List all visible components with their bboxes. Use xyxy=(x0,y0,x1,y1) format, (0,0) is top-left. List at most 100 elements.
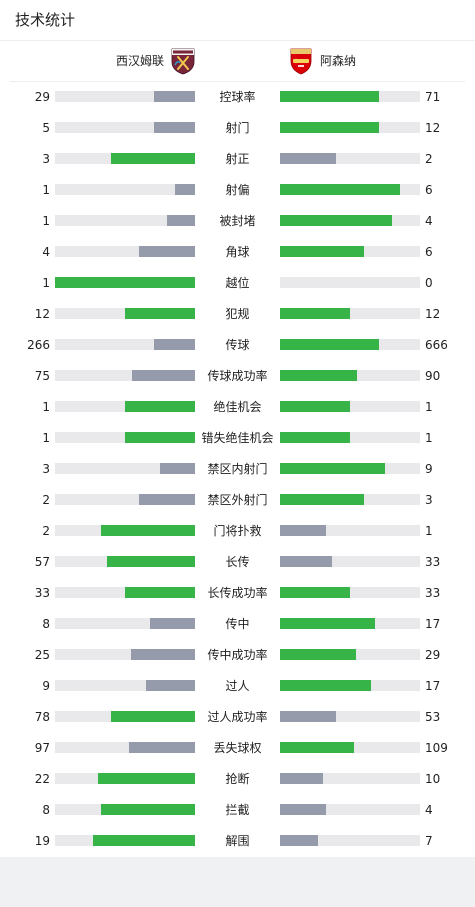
home-bar-track xyxy=(55,587,195,598)
stat-label: 门将扑救 xyxy=(213,524,262,538)
away-bar-track xyxy=(280,463,420,474)
away-bar-fill xyxy=(280,649,356,660)
away-value: 109 xyxy=(425,741,448,755)
home-bar-track xyxy=(55,494,195,505)
stat-label: 绝佳机会 xyxy=(213,400,262,414)
home-value: 33 xyxy=(34,586,50,600)
stat-label: 越位 xyxy=(225,276,250,290)
home-value: 2 xyxy=(42,524,50,538)
stat-row: 4 角球 6 xyxy=(0,237,475,268)
home-bar-fill xyxy=(125,308,195,319)
home-value: 57 xyxy=(34,555,50,569)
home-bar-fill xyxy=(160,463,195,474)
away-bar-track xyxy=(280,525,420,536)
home-value: 78 xyxy=(34,710,50,724)
away-bar-fill xyxy=(280,432,350,443)
away-value: 10 xyxy=(425,772,441,786)
home-bar-fill xyxy=(129,742,195,753)
home-bar-fill xyxy=(131,649,195,660)
away-value: 3 xyxy=(425,493,433,507)
stat-label: 过人 xyxy=(225,679,250,693)
home-bar-fill xyxy=(101,525,195,536)
home-value: 1 xyxy=(42,276,50,290)
home-bar-fill xyxy=(101,804,195,815)
home-bar-fill xyxy=(154,339,195,350)
stat-row: 3 禁区内射门 9 xyxy=(0,454,475,485)
title-bar: 技术统计 xyxy=(0,0,475,41)
stat-row: 25 传中成功率 29 xyxy=(0,640,475,671)
away-value: 4 xyxy=(425,214,433,228)
stat-label: 射正 xyxy=(225,152,250,166)
stat-row: 19 解围 7 xyxy=(0,826,475,857)
away-value: 1 xyxy=(425,400,433,414)
home-value: 3 xyxy=(42,462,50,476)
stat-label: 长传 xyxy=(225,555,250,569)
away-bar-track xyxy=(280,432,420,443)
home-bar-track xyxy=(55,525,195,536)
away-value: 6 xyxy=(425,183,433,197)
home-bar-fill xyxy=(111,153,195,164)
stat-row: 22 抢断 10 xyxy=(0,764,475,795)
stat-label: 传中 xyxy=(225,617,250,631)
away-value: 17 xyxy=(425,679,441,693)
away-team[interactable]: 阿森纳 xyxy=(288,41,468,81)
stat-label: 抢断 xyxy=(225,772,250,786)
home-bar-track xyxy=(55,215,195,226)
away-bar-fill xyxy=(280,525,326,536)
home-bar-track xyxy=(55,153,195,164)
stat-row: 12 犯规 12 xyxy=(0,299,475,330)
away-value: 0 xyxy=(425,276,433,290)
away-value: 33 xyxy=(425,555,441,569)
arsenal-crest-icon xyxy=(290,48,312,75)
home-value: 75 xyxy=(34,369,50,383)
away-value: 6 xyxy=(425,245,433,259)
home-team-name: 西汉姆联 xyxy=(115,54,164,68)
home-team[interactable]: 西汉姆联 xyxy=(10,41,196,81)
home-bar-track xyxy=(55,804,195,815)
stat-row: 57 长传 33 xyxy=(0,547,475,578)
home-bar-track xyxy=(55,401,195,412)
away-bar-track xyxy=(280,587,420,598)
away-bar-fill xyxy=(280,215,392,226)
away-bar-fill xyxy=(280,835,318,846)
home-bar-track xyxy=(55,246,195,257)
home-bar-fill xyxy=(132,370,195,381)
away-bar-track xyxy=(280,215,420,226)
away-value: 666 xyxy=(425,338,448,352)
stat-label: 禁区内射门 xyxy=(207,462,268,476)
stat-row: 9 过人 17 xyxy=(0,671,475,702)
away-bar-track xyxy=(280,742,420,753)
home-value: 8 xyxy=(42,617,50,631)
away-value: 90 xyxy=(425,369,441,383)
stat-label: 禁区外射门 xyxy=(207,493,268,507)
away-value: 53 xyxy=(425,710,441,724)
stat-label: 解围 xyxy=(225,834,250,848)
home-bar-fill xyxy=(98,773,195,784)
home-bar-fill xyxy=(125,432,195,443)
away-value: 29 xyxy=(425,648,441,662)
stats-list: 29 控球率 71 5 射门 12 3 射正 2 1 射偏 6 1 被封堵 4 4 角球 6 1 越位 0 12 犯规 12 2… xyxy=(0,82,475,857)
stat-row: 1 越位 0 xyxy=(0,268,475,299)
home-bar-fill xyxy=(107,556,195,567)
stat-label: 射偏 xyxy=(225,183,250,197)
away-bar-fill xyxy=(280,246,364,257)
stat-row: 78 过人成功率 53 xyxy=(0,702,475,733)
home-value: 1 xyxy=(42,400,50,414)
away-bar-fill xyxy=(280,804,326,815)
away-bar-fill xyxy=(280,773,323,784)
stat-row: 2 门将扑救 1 xyxy=(0,516,475,547)
away-bar-track xyxy=(280,401,420,412)
away-bar-fill xyxy=(280,463,385,474)
away-bar-track xyxy=(280,804,420,815)
home-value: 3 xyxy=(42,152,50,166)
away-bar-fill xyxy=(280,153,336,164)
page-title: 技术统计 xyxy=(15,11,76,29)
away-bar-fill xyxy=(280,618,375,629)
stat-row: 33 长传成功率 33 xyxy=(0,578,475,609)
stat-label: 长传成功率 xyxy=(207,586,268,600)
away-bar-track xyxy=(280,91,420,102)
away-bar-fill xyxy=(280,370,357,381)
home-bar-track xyxy=(55,742,195,753)
west-ham-crest-icon xyxy=(171,48,195,75)
stat-row: 1 被封堵 4 xyxy=(0,206,475,237)
